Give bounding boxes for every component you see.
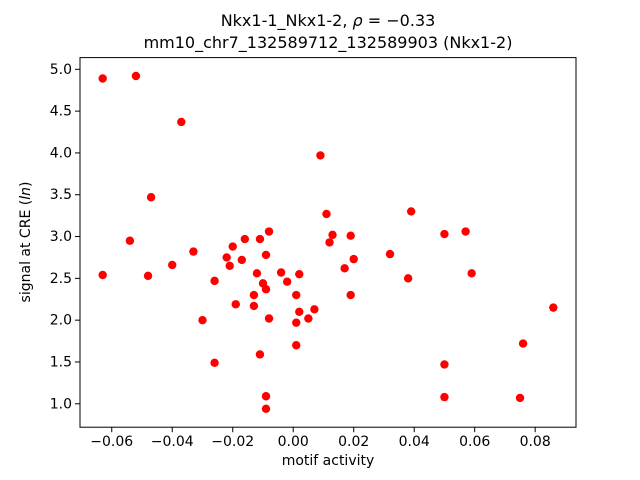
data-point (231, 300, 240, 309)
data-point (198, 315, 207, 325)
data-point (249, 290, 259, 300)
data-point (349, 254, 358, 264)
y-tick-label: 4.5 (50, 104, 72, 120)
y-tick-label: 1.0 (50, 396, 72, 412)
data-point (255, 350, 265, 359)
data-point (292, 341, 301, 350)
x-tick-label: −0.02 (211, 434, 254, 450)
chart-title-line2: mm10_chr7_132589712_132589903 (Nkx1-2) (143, 33, 513, 52)
x-tick-label: 0.06 (459, 434, 490, 450)
data-point (515, 393, 525, 403)
y-tick-label: 3.5 (50, 187, 72, 203)
data-point (346, 290, 355, 300)
y-tick-label: 2.0 (50, 313, 72, 329)
data-point (264, 227, 274, 236)
x-tick-label: 0.02 (338, 434, 369, 450)
data-point (98, 74, 107, 83)
data-point (189, 247, 198, 256)
data-point (261, 250, 271, 260)
data-point (261, 392, 271, 401)
data-point (518, 339, 528, 348)
data-point (261, 404, 271, 414)
data-point (249, 301, 259, 311)
chart-title-text: Nkx1-1_Nkx1-2, (220, 11, 353, 30)
data-point (210, 358, 219, 368)
data-point (143, 271, 153, 281)
x-tick-label: 0.08 (520, 434, 551, 450)
data-point (328, 230, 337, 240)
data-point (210, 276, 219, 286)
y-axis-label: signal at CRE (ln) (18, 182, 34, 303)
rho-symbol: ρ (352, 11, 363, 30)
data-point (346, 231, 355, 240)
data-point (295, 269, 304, 279)
y-tick-label: 1.5 (50, 354, 72, 370)
x-tick-label: 0.00 (278, 434, 309, 450)
x-tick-label: −0.04 (151, 434, 194, 450)
data-point (240, 234, 250, 244)
data-point (261, 285, 271, 294)
data-point (295, 307, 304, 317)
data-point (252, 269, 262, 278)
data-point (255, 234, 265, 244)
data-point (276, 268, 286, 277)
data-point (549, 303, 558, 312)
data-point (461, 227, 470, 236)
data-point (168, 260, 177, 270)
data-point (228, 242, 237, 251)
data-point (177, 117, 186, 127)
y-axis-label-close: ) (18, 181, 34, 188)
y-tick-label: 4.0 (50, 145, 72, 161)
data-point (385, 249, 395, 259)
y-axis-label-text: signal at CRE ( (18, 199, 34, 303)
data-point (322, 209, 331, 219)
data-point (282, 277, 292, 286)
axes-frame (79, 57, 577, 428)
data-point (125, 236, 135, 245)
data-point (403, 274, 413, 283)
x-tick-label: −0.06 (90, 434, 133, 450)
data-point (225, 261, 234, 271)
data-point (146, 193, 156, 202)
data-point (304, 314, 313, 323)
data-point (292, 290, 301, 300)
data-point (440, 229, 449, 239)
y-tick-label: 5.0 (50, 62, 72, 78)
x-axis-label: motif activity (281, 453, 375, 469)
rho-value: = −0.33 (362, 11, 436, 30)
data-point (325, 238, 334, 247)
y-tick-label: 2.5 (50, 271, 72, 287)
y-axis-label-ln: ln (18, 187, 34, 200)
data-point (340, 264, 349, 273)
data-point (316, 151, 325, 160)
x-tick-label: 0.04 (399, 434, 430, 450)
data-point (467, 269, 476, 278)
chart-title-line1: Nkx1-1_Nkx1-2, ρ = −0.33 (80, 11, 576, 31)
data-point (406, 207, 416, 216)
data-point (440, 360, 449, 369)
data-point (131, 71, 141, 81)
data-point (98, 270, 107, 280)
y-tick-label: 3.0 (50, 229, 72, 245)
data-point (237, 255, 247, 265)
data-point (292, 318, 301, 327)
data-point (310, 305, 319, 314)
data-point (222, 253, 231, 262)
data-point (264, 314, 274, 323)
data-point (440, 392, 449, 402)
